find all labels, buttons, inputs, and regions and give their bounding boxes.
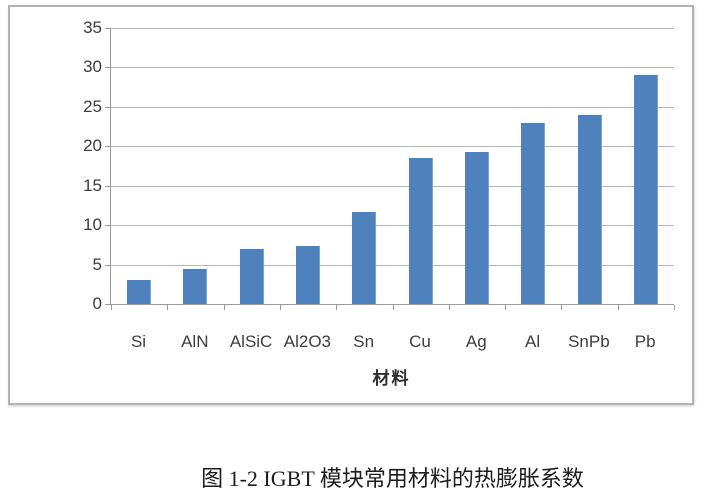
- y-axis-tick: [105, 304, 111, 305]
- y-tick-label: 30: [83, 57, 102, 77]
- x-axis-tick: [561, 305, 563, 310]
- plot-area: [105, 28, 675, 310]
- x-axis-tick: [617, 305, 619, 310]
- gridline: [111, 67, 674, 69]
- x-axis-tick: [223, 305, 225, 310]
- x-tick-label: AlN: [181, 332, 209, 351]
- y-tick-label: 25: [83, 96, 102, 116]
- bar-Al2O3: [296, 245, 321, 304]
- y-tick-label: 15: [83, 175, 102, 195]
- y-axis-tick: [105, 67, 111, 69]
- x-axis-tick: [336, 305, 338, 310]
- x-axis-tick: [505, 305, 507, 310]
- bar-Ag: [464, 151, 489, 304]
- x-axis-title: 材料: [372, 369, 411, 388]
- y-axis-tick: [105, 185, 111, 187]
- gridline: [111, 225, 674, 227]
- x-tick-label: Pb: [634, 332, 656, 351]
- gridline: [111, 264, 674, 266]
- bar-Cu: [408, 158, 433, 304]
- x-tick-label: Cu: [409, 332, 431, 351]
- y-axis-tick: [105, 28, 111, 29]
- bar-Sn: [352, 211, 377, 304]
- y-tick-label: 5: [92, 254, 102, 274]
- bar-Al: [521, 122, 546, 304]
- x-tick-label: Al: [525, 332, 541, 351]
- x-tick-label: Sn: [353, 332, 375, 351]
- gridline: [111, 185, 674, 187]
- y-axis-tick: [105, 146, 111, 148]
- x-tick-label: Al2O3: [283, 332, 332, 351]
- x-tick-label: Si: [130, 332, 147, 351]
- x-tick-label: Ag: [465, 332, 487, 351]
- x-axis-tick: [448, 305, 450, 310]
- y-tick-label: 10: [83, 215, 102, 235]
- gridline: [111, 106, 674, 108]
- gridline: [111, 146, 674, 148]
- x-tick-label: AlSiC: [229, 332, 273, 351]
- figure-caption: 图 1-2 IGBT 模块常用材料的热膨胀系数: [201, 466, 584, 491]
- y-tick-label: 0: [92, 294, 102, 313]
- x-axis-tick: [674, 305, 675, 310]
- x-axis-tick: [392, 305, 394, 310]
- y-axis-tick: [105, 106, 111, 108]
- x-tick-label: SnPb: [568, 332, 610, 351]
- y-axis-tick: [105, 225, 111, 227]
- bar-Si: [127, 280, 152, 304]
- gridline: [111, 28, 674, 29]
- chart-frame: 0 5 10 15 20 25 30 35 Si AlN AlSiC Al2O3 Sn Cu Ag Al Sn…: [8, 5, 694, 405]
- y-tick-label: 35: [83, 18, 102, 37]
- y-tick-label: 20: [83, 136, 102, 156]
- x-axis-tick: [167, 305, 169, 310]
- y-axis-tick: [105, 264, 111, 266]
- bar-Pb: [633, 75, 658, 304]
- x-axis-tick: [279, 305, 281, 310]
- x-axis-tick: [111, 305, 112, 310]
- bar-AlSiC: [239, 248, 264, 304]
- bar-SnPb: [577, 114, 602, 304]
- bar-AlN: [183, 269, 208, 304]
